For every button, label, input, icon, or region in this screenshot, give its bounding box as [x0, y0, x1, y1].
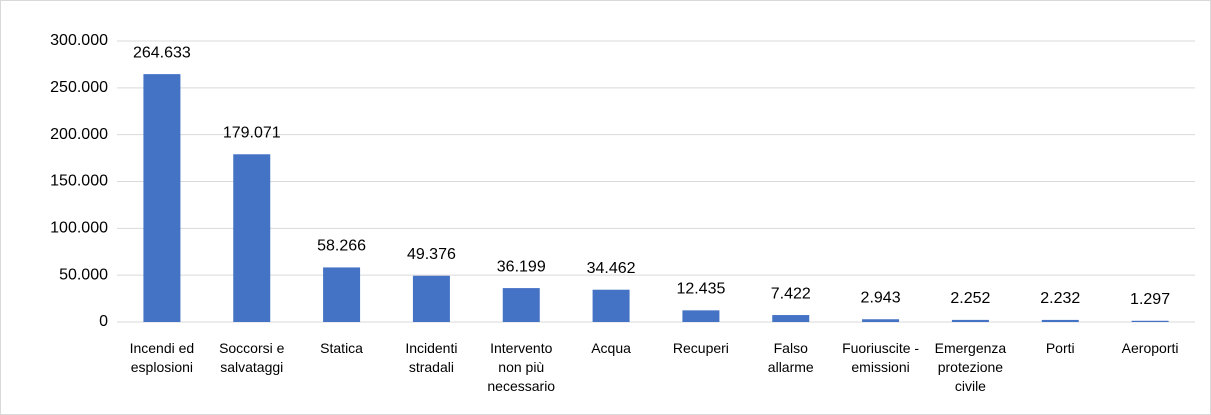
bar	[592, 289, 630, 322]
x-tick-label: Intervento non più necessario	[487, 340, 556, 394]
value-label: 2.943	[861, 289, 901, 306]
x-tick-label: Incendi ed esplosioni	[129, 340, 195, 375]
value-label: 179.071	[223, 124, 281, 141]
value-label: 1.297	[1130, 291, 1170, 308]
y-tick-label: 100.000	[50, 220, 108, 237]
value-label: 36.199	[497, 258, 546, 275]
x-tick-label: Fuoriuscite - emissioni	[842, 340, 920, 375]
y-tick-label: 250.000	[50, 79, 108, 96]
x-tick-label: Porti	[1045, 340, 1075, 356]
y-tick-label: 150.000	[50, 173, 108, 190]
x-tick-label: Acqua	[591, 340, 631, 356]
x-tick-label: Emergenza protezione civile	[934, 340, 1007, 394]
y-tick-label: 300.000	[50, 32, 108, 49]
bar	[412, 275, 450, 322]
x-tick-label: Incidenti stradali	[405, 340, 458, 375]
value-label: 2.232	[1040, 290, 1080, 307]
bar	[1041, 319, 1079, 322]
value-label: 34.462	[587, 260, 636, 277]
x-tick-label: Aeroporti	[1121, 340, 1179, 356]
value-label: 12.435	[676, 281, 725, 298]
x-tick-label: Soccorsi e salvataggi	[219, 340, 285, 375]
y-tick-label: 50.000	[59, 266, 108, 283]
value-label: 264.633	[133, 44, 191, 61]
x-tick-label: Falso allarme	[767, 340, 814, 375]
value-label: 58.266	[317, 238, 366, 255]
value-label: 7.422	[771, 285, 811, 302]
bar	[502, 288, 540, 322]
x-tick-label: Recuperi	[672, 340, 729, 356]
bar	[1131, 320, 1169, 322]
y-tick-label: 200.000	[50, 126, 108, 143]
bar	[323, 267, 361, 322]
bar	[233, 154, 271, 322]
value-label: 2.252	[950, 290, 990, 307]
bar	[682, 310, 720, 322]
bar	[143, 74, 181, 322]
bar	[951, 319, 989, 322]
value-label: 49.376	[407, 246, 456, 263]
x-tick-label: Statica	[320, 340, 363, 356]
y-tick-label: 0	[99, 313, 108, 330]
bar	[862, 319, 900, 322]
bar	[772, 315, 810, 322]
